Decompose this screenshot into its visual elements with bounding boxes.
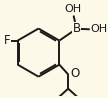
Text: B: B [72,22,81,35]
Text: O: O [70,67,79,80]
Text: OH: OH [91,24,108,34]
Text: F: F [4,34,10,47]
Text: OH: OH [64,4,82,14]
